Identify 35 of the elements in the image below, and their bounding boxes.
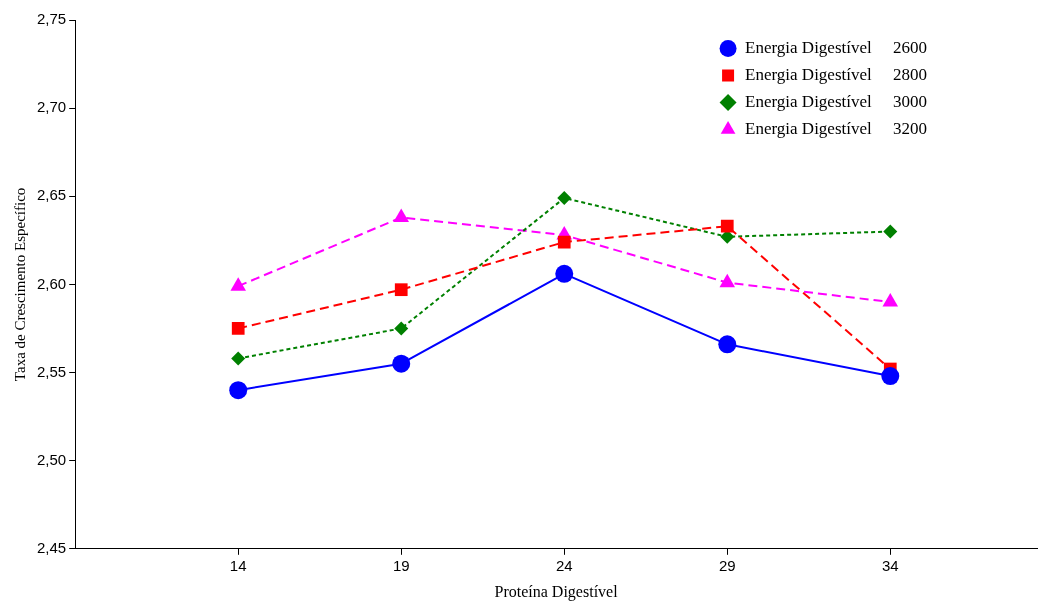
point <box>231 351 246 366</box>
y-tick-label: 2,60 <box>36 274 67 292</box>
x-tick-label: 19 <box>392 556 410 574</box>
x-tick-label: 29 <box>718 556 736 574</box>
x-tick-label: 34 <box>881 556 899 574</box>
x-tick-label: 14 <box>229 556 247 574</box>
y-tick-label: 2,75 <box>36 10 67 28</box>
point <box>719 273 736 288</box>
point <box>718 335 737 354</box>
legend-label: Energia Digestível 3200 <box>745 118 928 138</box>
point <box>720 219 734 233</box>
legend-label: Energia Digestível 2600 <box>745 37 928 57</box>
legend-label: Energia Digestível 2800 <box>745 64 928 84</box>
point <box>883 224 898 239</box>
x-tick-label: 24 <box>555 556 573 574</box>
legend-label: Energia Digestível 3000 <box>745 91 928 111</box>
point <box>557 191 572 206</box>
point <box>230 277 247 291</box>
y-tick-label: 2,70 <box>36 98 67 116</box>
point <box>393 208 410 222</box>
point <box>555 264 574 283</box>
y-tick-label: 2,45 <box>36 538 67 556</box>
point <box>392 354 411 373</box>
point <box>231 322 245 335</box>
x-axis-title: Proteína Digestível <box>494 582 619 601</box>
y-axis-title: Taxa de Crescimento Específico <box>11 187 28 382</box>
point <box>881 367 900 386</box>
y-tick-label: 2,50 <box>36 450 67 468</box>
point <box>394 321 409 336</box>
y-tick-label: 2,55 <box>36 362 67 380</box>
point <box>557 235 571 249</box>
point <box>882 293 899 307</box>
point <box>394 283 408 297</box>
y-tick-label: 2,65 <box>36 186 67 204</box>
point <box>229 381 248 400</box>
